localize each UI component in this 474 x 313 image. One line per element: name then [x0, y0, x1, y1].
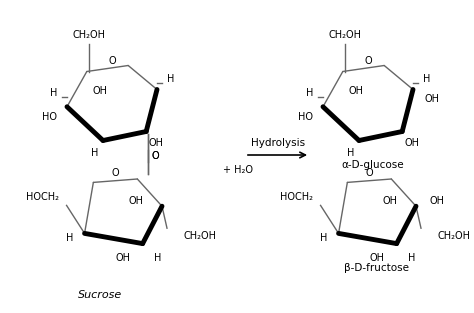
Text: Hydrolysis: Hydrolysis	[251, 138, 305, 148]
Text: H: H	[423, 74, 430, 85]
Text: H: H	[66, 233, 73, 244]
Text: H: H	[347, 147, 355, 157]
Text: OH: OH	[92, 86, 108, 96]
Text: OH: OH	[348, 86, 364, 96]
Text: O: O	[365, 57, 372, 66]
Text: OH: OH	[115, 253, 130, 263]
Text: OH: OH	[405, 138, 419, 148]
Text: O: O	[111, 168, 119, 178]
Text: HOCH₂: HOCH₂	[26, 192, 59, 203]
Text: CH₂OH: CH₂OH	[438, 231, 471, 241]
Text: OH: OH	[128, 196, 144, 206]
Text: OH: OH	[383, 196, 398, 206]
Text: HO: HO	[42, 112, 57, 122]
Text: OH: OH	[369, 253, 384, 263]
Text: CH₂OH: CH₂OH	[328, 30, 361, 40]
Text: O: O	[151, 151, 159, 161]
Text: CH₂OH: CH₂OH	[184, 231, 217, 241]
Text: O: O	[365, 168, 373, 178]
Text: H: H	[91, 147, 99, 157]
Text: α-D-glucose: α-D-glucose	[342, 160, 404, 170]
Text: H: H	[306, 88, 313, 98]
Text: H: H	[320, 233, 327, 244]
Text: O: O	[109, 57, 116, 66]
Text: O: O	[151, 151, 159, 161]
Text: HO: HO	[298, 112, 313, 122]
Text: OH: OH	[425, 95, 440, 105]
Text: H: H	[167, 74, 174, 85]
Text: OH: OH	[149, 138, 164, 148]
Text: H: H	[154, 253, 161, 263]
Text: + H₂O: + H₂O	[223, 165, 253, 175]
Text: H: H	[50, 88, 57, 98]
Text: H: H	[408, 253, 415, 263]
Text: HOCH₂: HOCH₂	[280, 192, 312, 203]
Text: β-D-fructose: β-D-fructose	[345, 263, 410, 273]
Text: CH₂OH: CH₂OH	[73, 30, 105, 40]
Text: Sucrose: Sucrose	[78, 290, 122, 300]
Text: OH: OH	[430, 196, 445, 206]
